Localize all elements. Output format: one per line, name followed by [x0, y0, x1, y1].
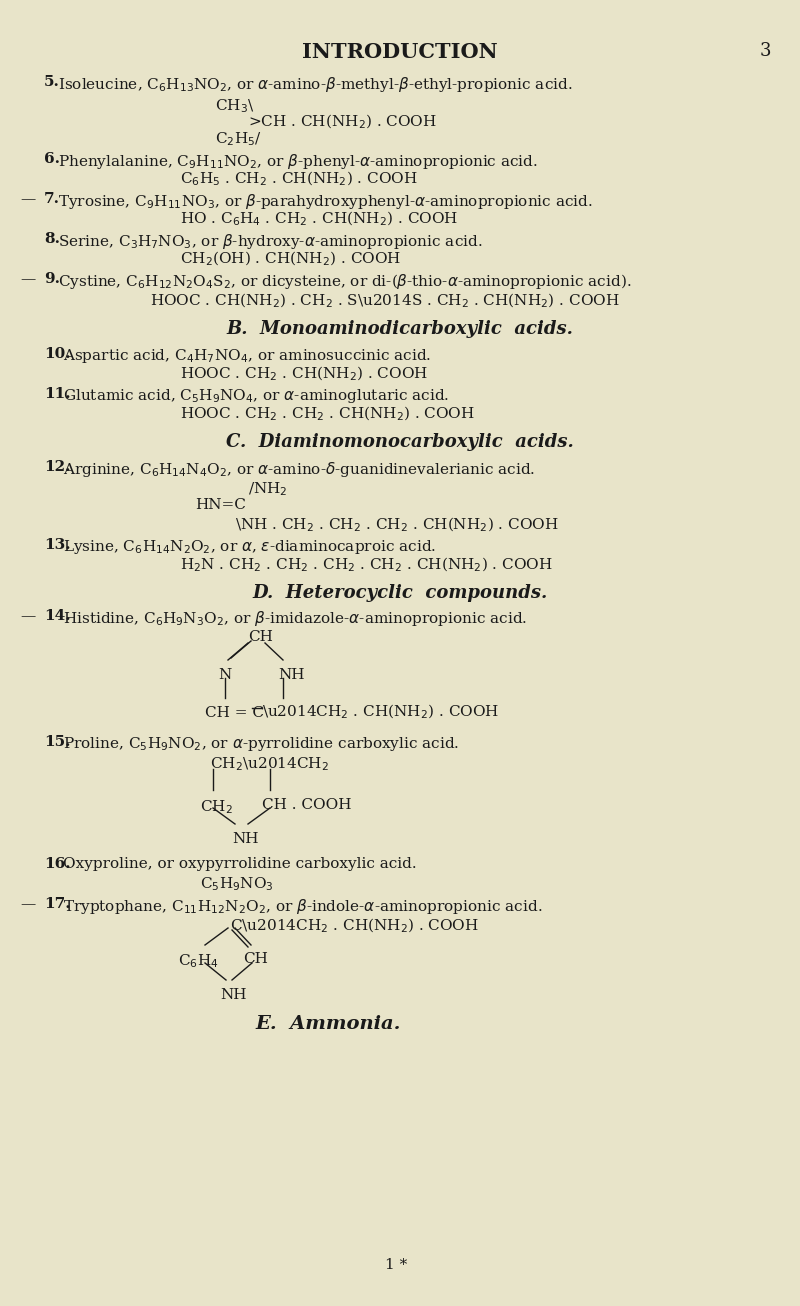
Text: \u2014CH$_2$ . CH(NH$_2$) . COOH: \u2014CH$_2$ . CH(NH$_2$) . COOH — [262, 703, 499, 721]
Text: Glutamic acid, C$_5$H$_9$NO$_4$, or $\alpha$-aminoglutaric acid.: Glutamic acid, C$_5$H$_9$NO$_4$, or $\al… — [63, 387, 450, 405]
Text: CH = C: CH = C — [205, 707, 264, 720]
Text: N: N — [218, 667, 231, 682]
Text: HOOC . CH$_2$ . CH(NH$_2$) . COOH: HOOC . CH$_2$ . CH(NH$_2$) . COOH — [180, 364, 428, 384]
Text: Cystine, C$_6$H$_{12}$N$_2$O$_4$S$_2$, or dicysteine, or di-($\beta$-thio-$\alph: Cystine, C$_6$H$_{12}$N$_2$O$_4$S$_2$, o… — [58, 272, 631, 291]
Text: HOOC . CH$_2$ . CH$_2$ . CH(NH$_2$) . COOH: HOOC . CH$_2$ . CH$_2$ . CH(NH$_2$) . CO… — [180, 405, 475, 423]
Text: Lysine, C$_6$H$_{14}$N$_2$O$_2$, or $\alpha$, $\epsilon$-diaminocaproic acid.: Lysine, C$_6$H$_{14}$N$_2$O$_2$, or $\al… — [63, 538, 436, 556]
Text: Tryptophane, C$_{11}$H$_{12}$N$_2$O$_2$, or $\beta$-indole-$\alpha$-aminopropion: Tryptophane, C$_{11}$H$_{12}$N$_2$O$_2$,… — [63, 897, 542, 916]
Text: —: — — [20, 897, 35, 912]
Text: HN=C: HN=C — [195, 498, 246, 512]
Text: 12.: 12. — [44, 460, 70, 474]
Text: Serine, C$_3$H$_7$NO$_3$, or $\beta$-hydroxy-$\alpha$-aminopropionic acid.: Serine, C$_3$H$_7$NO$_3$, or $\beta$-hyd… — [58, 232, 482, 251]
Text: E.  Ammonia.: E. Ammonia. — [255, 1015, 400, 1033]
Text: 8.: 8. — [44, 232, 60, 246]
Text: Oxyproline, or oxypyrrolidine carboxylic acid.: Oxyproline, or oxypyrrolidine carboxylic… — [63, 857, 417, 871]
Text: C$_2$H$_5$/: C$_2$H$_5$/ — [215, 131, 262, 148]
Text: 9.: 9. — [44, 272, 60, 286]
Text: CH: CH — [248, 629, 273, 644]
Text: 11.: 11. — [44, 387, 70, 401]
Text: >CH . CH(NH$_2$) . COOH: >CH . CH(NH$_2$) . COOH — [248, 114, 437, 132]
Text: Isoleucine, C$_6$H$_{13}$NO$_2$, or $\alpha$-amino-$\beta$-methyl-$\beta$-ethyl-: Isoleucine, C$_6$H$_{13}$NO$_2$, or $\al… — [58, 74, 573, 94]
Text: 10.: 10. — [44, 347, 70, 360]
Text: C$_6$H$_5$ . CH$_2$ . CH(NH$_2$) . COOH: C$_6$H$_5$ . CH$_2$ . CH(NH$_2$) . COOH — [180, 170, 418, 188]
Text: B.  Monoaminodicarboxylic  acids.: B. Monoaminodicarboxylic acids. — [226, 320, 574, 338]
Text: \NH . CH$_2$ . CH$_2$ . CH$_2$ . CH(NH$_2$) . COOH: \NH . CH$_2$ . CH$_2$ . CH$_2$ . CH(NH$_… — [235, 516, 558, 534]
Text: 16.: 16. — [44, 857, 70, 871]
Text: Aspartic acid, C$_4$H$_7$NO$_4$, or aminosuccinic acid.: Aspartic acid, C$_4$H$_7$NO$_4$, or amin… — [63, 347, 431, 364]
Text: NH: NH — [232, 832, 258, 846]
Text: CH . COOH: CH . COOH — [262, 798, 351, 812]
Text: 6.: 6. — [44, 151, 60, 166]
Text: NH: NH — [220, 989, 246, 1002]
Text: HOOC . CH(NH$_2$) . CH$_2$ . S\u2014S . CH$_2$ . CH(NH$_2$) . COOH: HOOC . CH(NH$_2$) . CH$_2$ . S\u2014S . … — [150, 293, 619, 311]
Text: H$_2$N . CH$_2$ . CH$_2$ . CH$_2$ . CH$_2$ . CH(NH$_2$) . COOH: H$_2$N . CH$_2$ . CH$_2$ . CH$_2$ . CH$_… — [180, 556, 553, 575]
Text: 14.: 14. — [44, 609, 70, 623]
Text: CH$_2$\u2014CH$_2$: CH$_2$\u2014CH$_2$ — [210, 755, 329, 773]
Text: C$_5$H$_9$NO$_3$: C$_5$H$_9$NO$_3$ — [200, 875, 274, 893]
Text: D.  Heterocyclic  compounds.: D. Heterocyclic compounds. — [252, 584, 548, 602]
Text: 17.: 17. — [44, 897, 70, 912]
Text: /NH$_2$: /NH$_2$ — [248, 481, 288, 498]
Text: CH$_3$\: CH$_3$\ — [215, 97, 254, 115]
Text: 15.: 15. — [44, 735, 70, 750]
Text: C.  Diaminomonocarboxylic  acids.: C. Diaminomonocarboxylic acids. — [226, 434, 574, 451]
Text: HO . C$_6$H$_4$ . CH$_2$ . CH(NH$_2$) . COOH: HO . C$_6$H$_4$ . CH$_2$ . CH(NH$_2$) . … — [180, 210, 458, 229]
Text: C\u2014CH$_2$ . CH(NH$_2$) . COOH: C\u2014CH$_2$ . CH(NH$_2$) . COOH — [230, 917, 479, 935]
Text: 13.: 13. — [44, 538, 70, 552]
Text: 3: 3 — [760, 42, 771, 60]
Text: CH: CH — [243, 952, 268, 966]
Text: —: — — [20, 609, 35, 623]
Text: CH$_2$(OH) . CH(NH$_2$) . COOH: CH$_2$(OH) . CH(NH$_2$) . COOH — [180, 249, 401, 269]
Text: INTRODUCTION: INTRODUCTION — [302, 42, 498, 61]
Text: Proline, C$_5$H$_9$NO$_2$, or $\alpha$-pyrrolidine carboxylic acid.: Proline, C$_5$H$_9$NO$_2$, or $\alpha$-p… — [63, 735, 459, 754]
Text: C$_6$H$_4$: C$_6$H$_4$ — [178, 952, 218, 969]
Text: 1 *: 1 * — [385, 1258, 407, 1272]
Text: 7.: 7. — [44, 192, 60, 206]
Text: Tyrosine, C$_9$H$_{11}$NO$_3$, or $\beta$-parahydroxyphenyl-$\alpha$-aminopropio: Tyrosine, C$_9$H$_{11}$NO$_3$, or $\beta… — [58, 192, 593, 212]
Text: 5.: 5. — [44, 74, 60, 89]
Text: Histidine, C$_6$H$_9$N$_3$O$_2$, or $\beta$-imidazole-$\alpha$-aminopropionic ac: Histidine, C$_6$H$_9$N$_3$O$_2$, or $\be… — [63, 609, 527, 628]
Text: Arginine, C$_6$H$_{14}$N$_4$O$_2$, or $\alpha$-amino-$\delta$-guanidinevaleriani: Arginine, C$_6$H$_{14}$N$_4$O$_2$, or $\… — [63, 460, 535, 479]
Text: CH$_2$: CH$_2$ — [200, 798, 233, 816]
Text: NH: NH — [278, 667, 305, 682]
Text: —: — — [20, 272, 35, 286]
Text: —: — — [20, 192, 35, 206]
Text: Phenylalanine, C$_9$H$_{11}$NO$_2$, or $\beta$-phenyl-$\alpha$-aminopropionic ac: Phenylalanine, C$_9$H$_{11}$NO$_2$, or $… — [58, 151, 538, 171]
